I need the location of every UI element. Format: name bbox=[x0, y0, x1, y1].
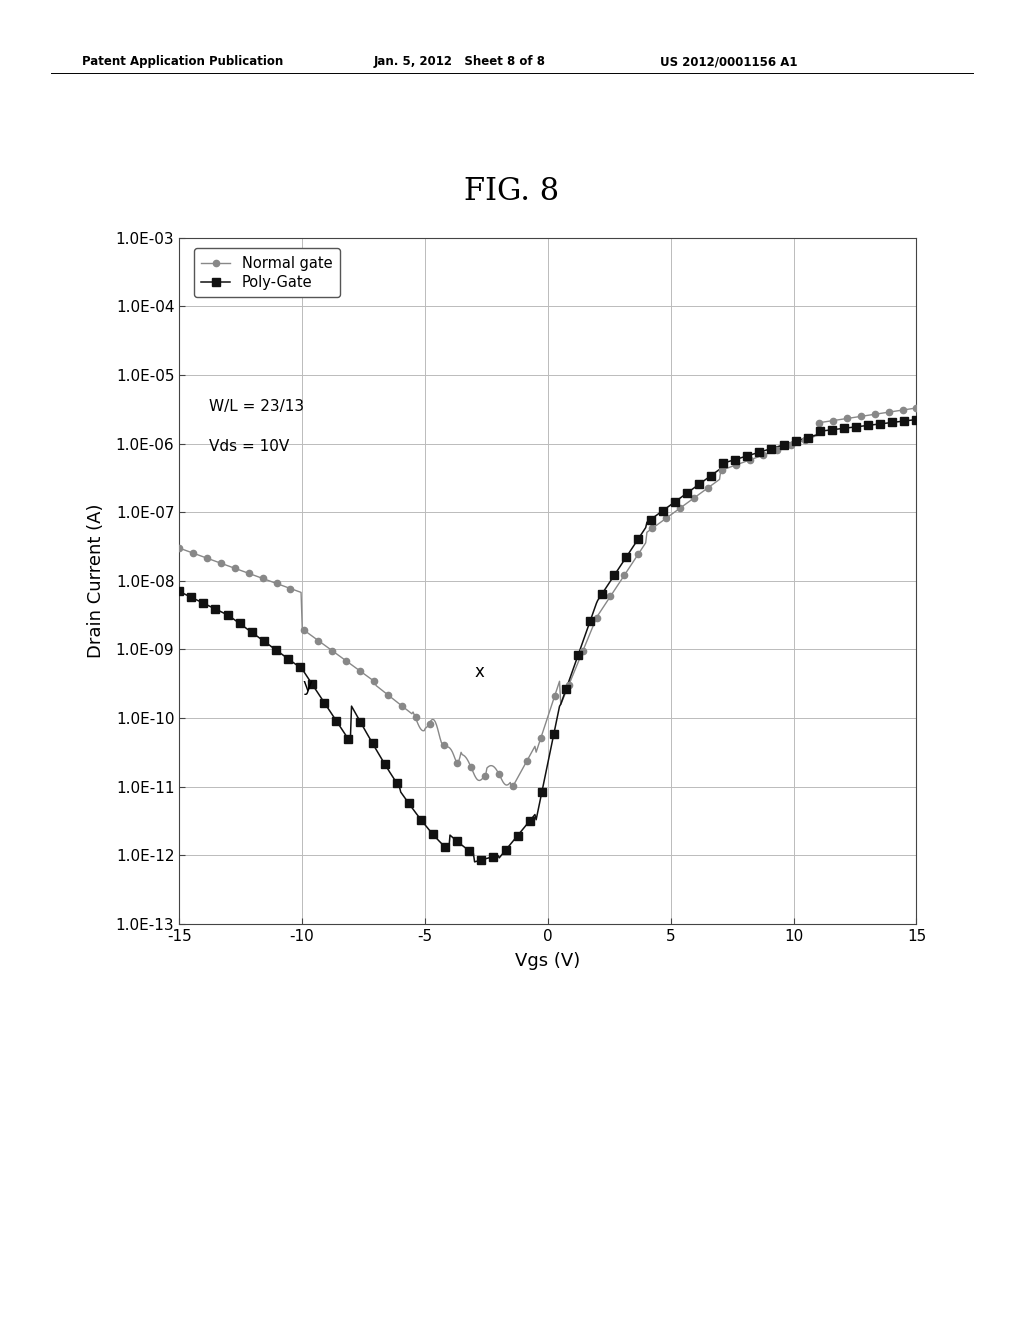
Text: US 2012/0001156 A1: US 2012/0001156 A1 bbox=[660, 55, 798, 69]
X-axis label: Vgs (V): Vgs (V) bbox=[515, 952, 581, 970]
Text: x: x bbox=[474, 663, 484, 681]
Text: W/L = 23/13: W/L = 23/13 bbox=[209, 399, 304, 413]
Legend: Normal gate, Poly-Gate: Normal gate, Poly-Gate bbox=[194, 248, 340, 297]
Text: FIG. 8: FIG. 8 bbox=[465, 176, 559, 207]
Text: Jan. 5, 2012   Sheet 8 of 8: Jan. 5, 2012 Sheet 8 of 8 bbox=[374, 55, 546, 69]
Text: y: y bbox=[302, 677, 312, 694]
Y-axis label: Drain Current (A): Drain Current (A) bbox=[87, 503, 104, 659]
Text: Vds = 10V: Vds = 10V bbox=[209, 440, 289, 454]
Text: Patent Application Publication: Patent Application Publication bbox=[82, 55, 284, 69]
